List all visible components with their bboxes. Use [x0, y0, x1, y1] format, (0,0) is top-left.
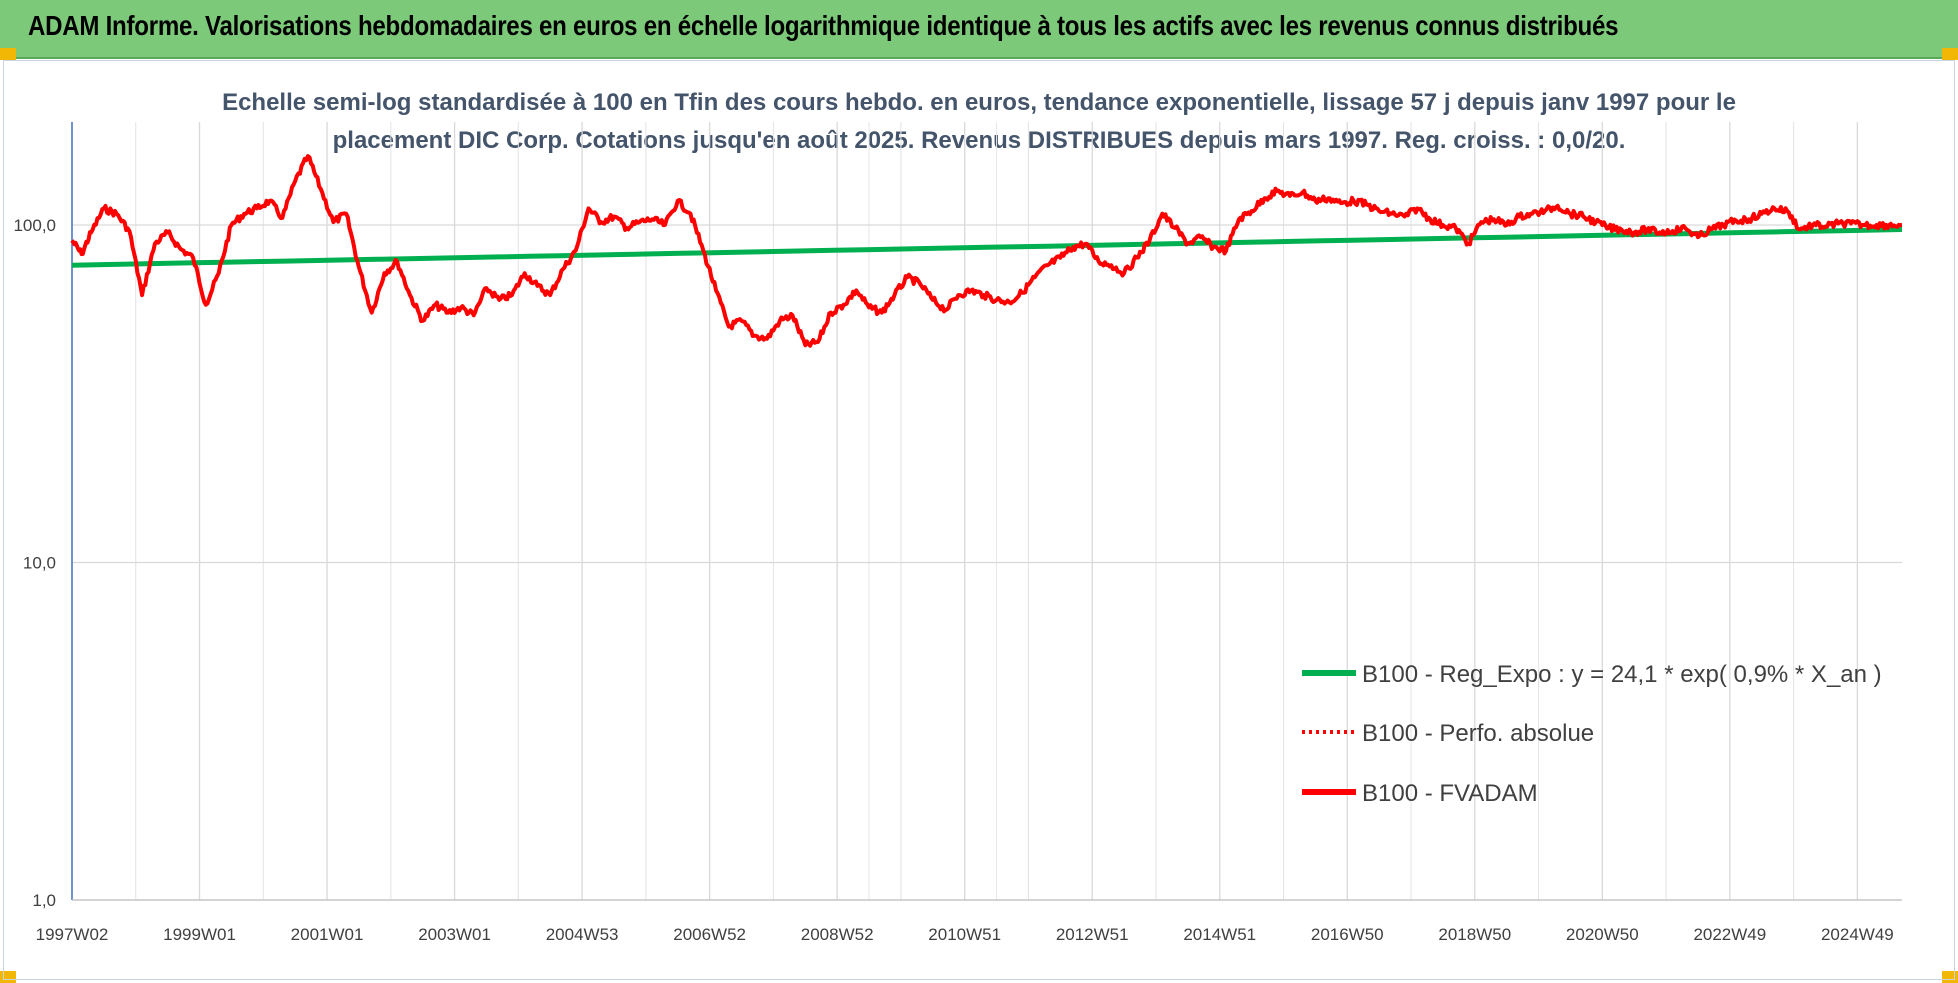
x-tick-label: 2004W53 [546, 925, 619, 944]
y-axis: 1,0 10,0 100,0 [13, 122, 73, 910]
x-tick-label: 2022W49 [1693, 925, 1766, 944]
chart-frame [3, 60, 1955, 980]
x-tick-label: 2020W50 [1566, 925, 1639, 944]
report-banner: ADAM Informe. Valorisations hebdomadaire… [0, 0, 1958, 59]
corner-marker-bottom-left [0, 971, 16, 983]
x-tick-label: 2003W01 [418, 925, 491, 944]
legend-label-fvadam: B100 - FVADAM [1362, 780, 1538, 807]
x-tick-label: 2014W51 [1183, 925, 1256, 944]
x-tick-label: 2008W52 [801, 925, 874, 944]
series-line-0 [71, 227, 1903, 268]
chart-subtitle-line-1: Echelle semi-log standardisée à 100 en T… [222, 89, 1736, 116]
y-tick-label: 100,0 [13, 216, 56, 235]
x-tick-label: 2012W51 [1056, 925, 1129, 944]
chart-legend: B100 - Reg_Expo : y = 24,1 * exp( 0,9% *… [1302, 661, 1882, 807]
x-tick-label: 2010W51 [928, 925, 1001, 944]
y-tick-label: 1,0 [32, 891, 56, 910]
x-tick-label: 2018W50 [1438, 925, 1511, 944]
corner-marker-top-right [1942, 48, 1958, 60]
x-tick-label: 2001W01 [291, 925, 364, 944]
x-tick-label: 1999W01 [163, 925, 236, 944]
x-tick-label: 2024W49 [1821, 925, 1894, 944]
chart-grid [71, 122, 1902, 901]
legend-label-reg-expo: B100 - Reg_Expo : y = 24,1 * exp( 0,9% *… [1362, 661, 1882, 688]
x-tick-label: 1997W02 [36, 925, 109, 944]
report-title: ADAM Informe. Valorisations hebdomadaire… [28, 10, 1619, 41]
chart-subtitle-line-2: placement DIC Corp. Cotations jusqu'en a… [333, 127, 1626, 154]
x-tick-label: 2016W50 [1311, 925, 1384, 944]
series-line-2 [70, 154, 1903, 348]
chart-series [70, 154, 1903, 348]
x-tick-label: 2006W52 [673, 925, 746, 944]
legend-label-perfo-absolue: B100 - Perfo. absolue [1362, 720, 1594, 747]
x-axis: 1997W02 1999W01 2001W01 2003W01 2004W53 2006W… [36, 899, 1902, 944]
corner-marker-top-left [0, 48, 16, 60]
y-tick-label: 10,0 [23, 554, 56, 573]
